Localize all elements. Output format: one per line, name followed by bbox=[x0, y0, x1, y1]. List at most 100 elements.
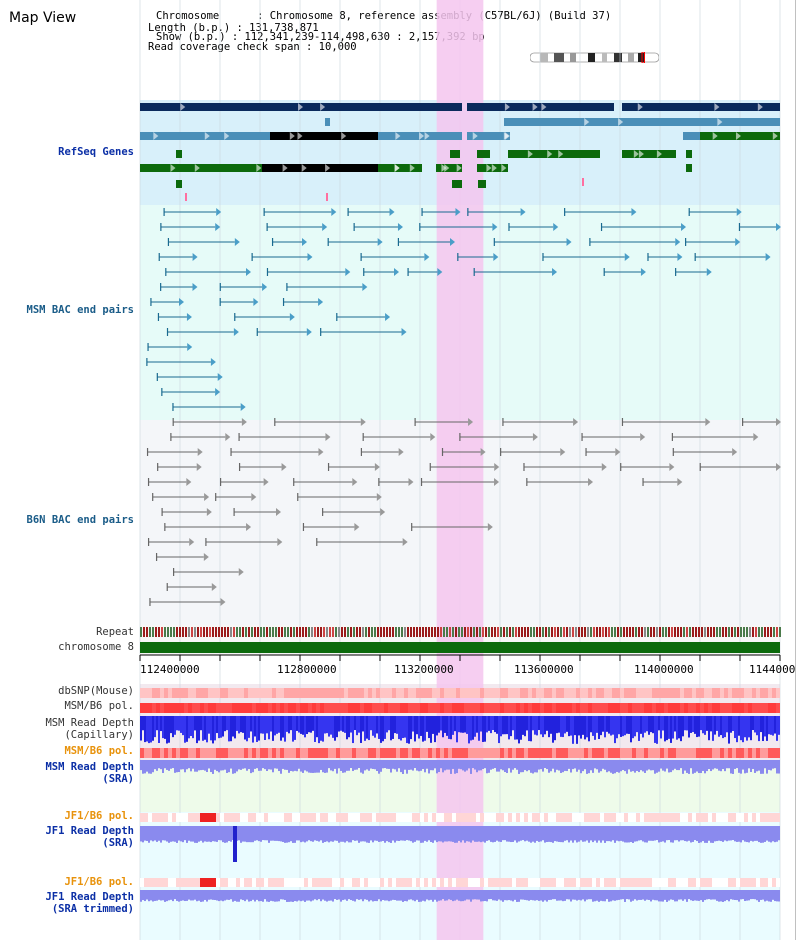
msm-pol-cell bbox=[756, 703, 760, 713]
msm-pol-cell bbox=[372, 703, 376, 713]
msm-depth-sra-label[interactable]: MSM Read Depth (SRA) bbox=[45, 761, 134, 785]
msm-depth-sra-bar bbox=[390, 760, 392, 773]
msm-depth-sra-bar bbox=[732, 760, 734, 774]
repeat-block bbox=[347, 627, 349, 637]
jf1-depth-trim-bar bbox=[420, 890, 422, 902]
jf1-depth-trim-bar bbox=[628, 890, 630, 900]
jf1-depth-trim-bar bbox=[196, 890, 198, 902]
jf1-depth-trim-bar bbox=[602, 890, 604, 902]
dbsnp-cell bbox=[740, 688, 744, 698]
repeat-block bbox=[590, 627, 592, 637]
msm-depth-cap-bar bbox=[448, 716, 450, 739]
msm-pol-cell bbox=[220, 703, 224, 713]
msm-depth-sra-bar bbox=[396, 760, 398, 772]
jf1-depth-bar bbox=[414, 826, 416, 842]
b6n-bac-pair-end bbox=[376, 493, 382, 501]
msm-depth-cap-bar bbox=[464, 716, 466, 733]
msm-depth-cap-bar bbox=[284, 716, 286, 742]
msm-depth-cap-bar bbox=[570, 716, 572, 736]
b6n-bac-pair-end bbox=[225, 433, 231, 441]
jf1-pol-trim-cell bbox=[700, 878, 704, 887]
jf1-depth-trim-bar bbox=[378, 890, 380, 900]
msm-depth-sra-bar bbox=[750, 760, 752, 772]
repeat-block bbox=[470, 627, 472, 637]
jf1-depth-trim-bar bbox=[272, 890, 274, 902]
msm-depth-cap-bar bbox=[528, 716, 530, 742]
msm-depth-sra-bar bbox=[330, 760, 332, 771]
msm-bac-pair-end bbox=[377, 238, 383, 246]
msm-pol-cell bbox=[212, 703, 216, 713]
b6n-bac-pair-end bbox=[398, 448, 404, 456]
msm-depth-cap-bar bbox=[688, 716, 690, 738]
jf1-b6-pol-trim-label: JF1/B6 pol. bbox=[64, 876, 134, 888]
msm-depth-cap-bar bbox=[612, 716, 614, 735]
msm-pol-cell bbox=[144, 703, 148, 713]
msm-depth-sra-bar bbox=[538, 760, 540, 770]
msm-depth-cap-bar bbox=[440, 716, 442, 731]
msm-depth-sra-bar bbox=[496, 760, 498, 772]
msm-depth-sra-bar bbox=[362, 760, 364, 774]
jf1-depth-sra-label[interactable]: JF1 Read Depth (SRA) bbox=[45, 825, 134, 849]
jf1-pol-trim-cell bbox=[464, 878, 468, 887]
msm-depth-sra-bar bbox=[644, 760, 646, 773]
msm-pol-sra-cell bbox=[348, 748, 352, 758]
jf1-depth-bar bbox=[680, 826, 682, 841]
jf1-depth-trim-bar bbox=[506, 890, 508, 901]
msm-depth-sra-bar bbox=[458, 760, 460, 769]
repeat-block bbox=[197, 627, 199, 637]
msm-pol-cell bbox=[176, 703, 180, 713]
msm-depth-sra-bar bbox=[254, 760, 256, 769]
jf1-depth-bar bbox=[666, 826, 668, 841]
msm-pol-cell bbox=[384, 703, 388, 713]
jf1-depth-bar bbox=[470, 826, 472, 843]
jf1-pol-cell bbox=[364, 813, 368, 822]
jf1-pol-cell bbox=[260, 813, 264, 822]
repeat-block bbox=[260, 627, 262, 637]
repeat-block bbox=[551, 627, 553, 637]
jf1-depth-trim-bar bbox=[560, 890, 562, 901]
msm-depth-sra-bar bbox=[528, 760, 530, 771]
msm-depth-cap-bar bbox=[328, 716, 330, 737]
msm-depth-sra-bar bbox=[766, 760, 768, 774]
jf1-depth-bar bbox=[568, 826, 570, 843]
jf1-pol-trim-cell bbox=[680, 878, 684, 887]
msm-depth-cap-bar bbox=[512, 716, 514, 731]
msm-pol-sra-cell bbox=[244, 748, 248, 758]
msm-pol-cell bbox=[556, 703, 560, 713]
chromosome-ideogram[interactable] bbox=[530, 52, 659, 63]
dbsnp-cell bbox=[472, 688, 476, 698]
refseq-label[interactable]: RefSeq Genes bbox=[58, 146, 134, 158]
msm-depth-sra-bar bbox=[650, 760, 652, 771]
gene-strand-arrow bbox=[395, 132, 401, 140]
b6n-bac-pair-end bbox=[203, 553, 209, 561]
msm-depth-sra-bar bbox=[698, 760, 700, 774]
msm-depth-sra-bar bbox=[616, 760, 618, 772]
jf1-depth-trim-bar bbox=[496, 890, 498, 901]
jf1-pol-cell bbox=[668, 813, 672, 822]
b6n-bac-label[interactable]: B6N BAC end pairs bbox=[26, 514, 134, 526]
jf1-depth-bar bbox=[718, 826, 720, 841]
jf1-pol-cell bbox=[212, 813, 216, 822]
jf1-depth-trimmed-label[interactable]: JF1 Read Depth (SRA trimmed) bbox=[45, 891, 134, 915]
msm-depth-sra-bar bbox=[738, 760, 740, 773]
msm-bac-pair-end bbox=[389, 208, 395, 216]
jf1-depth-trim-bar bbox=[400, 890, 402, 901]
jf1-depth-bar bbox=[584, 826, 586, 842]
jf1-depth-trim-bar bbox=[406, 890, 408, 902]
dbsnp-cell bbox=[264, 688, 268, 698]
jf1-pol-cell bbox=[208, 813, 212, 822]
jf1-pol-cell bbox=[692, 813, 696, 822]
jf1-depth-trim-bar bbox=[182, 890, 184, 901]
msm-depth-sra-bar bbox=[168, 760, 170, 771]
jf1-depth-bar bbox=[566, 826, 568, 841]
msm-depth-cap-bar bbox=[186, 716, 188, 742]
jf1-depth-trim-bar bbox=[590, 890, 592, 900]
msm-bac-label[interactable]: MSM BAC end pairs bbox=[26, 304, 134, 316]
msm-depth-sra-bar bbox=[626, 760, 628, 774]
jf1-depth-trim-bar bbox=[202, 890, 204, 902]
jf1-depth-trim-bar bbox=[190, 890, 192, 901]
jf1-depth-bar bbox=[616, 826, 618, 841]
msm-depth-sra-bar bbox=[374, 760, 376, 770]
msm-depth-sra-bar bbox=[416, 760, 418, 771]
